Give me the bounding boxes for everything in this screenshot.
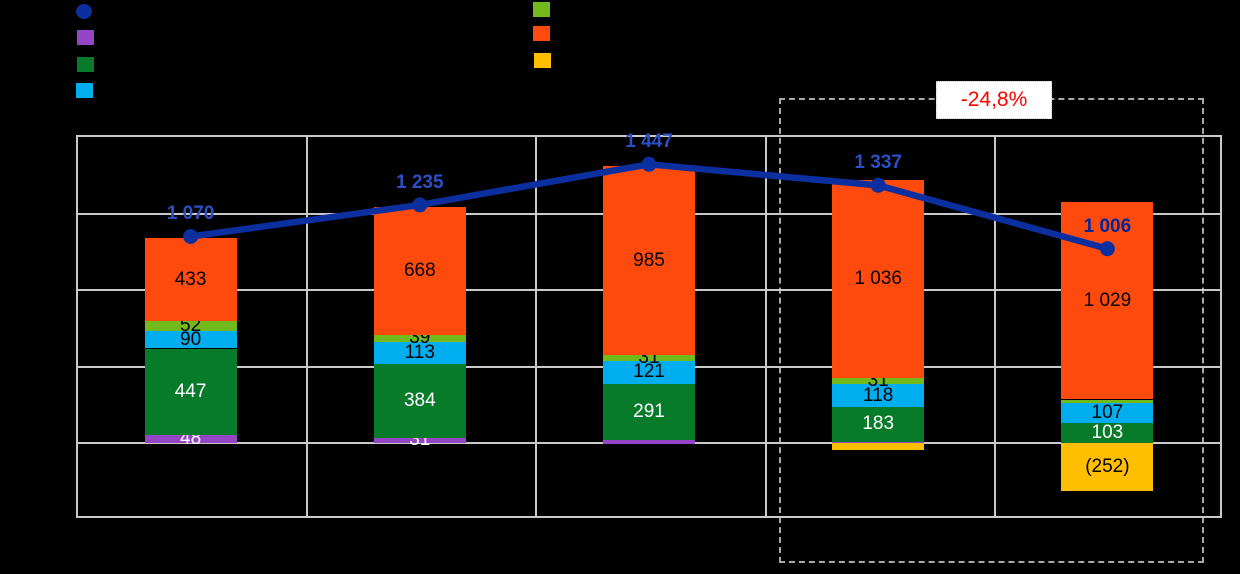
bar-segment-orange: 1 036 (832, 179, 925, 378)
bar-segment-yellow (832, 443, 925, 451)
bar-segment-cyan: 118 (832, 384, 925, 408)
bar-segment-label: 103 (1091, 422, 1124, 444)
bar-segment-dark-green: 103 (1061, 422, 1154, 444)
bar-segment-dark-green: 384 (373, 363, 466, 438)
bar-segment-cyan: 90 (144, 328, 237, 350)
legend-swatch-dark-green-series (77, 57, 94, 72)
bar-segment-label: 291 (633, 401, 665, 423)
gridline-vertical (535, 137, 538, 516)
bar-segment-label: 118 (863, 384, 894, 406)
bar-segment-label: 183 (862, 413, 895, 435)
bar-segment-purple (832, 441, 925, 444)
line-data-label: 1 006 (1083, 215, 1132, 237)
percent-change-label: -24,8% (960, 88, 1028, 111)
legend-swatch-line-series (76, 4, 92, 19)
gridline-vertical (306, 137, 309, 516)
bar-segment-purple: 31 (373, 430, 466, 450)
bar-segment-purple (1061, 442, 1154, 444)
gridline-vertical (993, 137, 996, 516)
bar-segment-label: 433 (174, 268, 207, 290)
legend-swatch-orange-series (533, 26, 550, 41)
bar-segment-yellow: (252) (1061, 443, 1154, 492)
bar-segment-orange: 433 (144, 238, 237, 322)
bar-segment-light-green: 52 (144, 316, 237, 336)
bar-segment-label: 107 (1091, 401, 1124, 423)
bar-segment-label: 384 (403, 389, 436, 411)
gridline-vertical (764, 137, 767, 516)
bar-segment-label: 113 (404, 342, 435, 364)
bar-segment-light-green: 31 (832, 371, 925, 391)
legend-swatch-light-green-series (533, 2, 550, 17)
bar-segment-light-green: 39 (373, 328, 466, 348)
bar-segment-dark-green: 291 (603, 384, 695, 441)
bar-segment-purple (603, 439, 695, 444)
bar-segment-dark-green: 183 (832, 406, 925, 442)
bar-segment-label: 1 036 (854, 267, 902, 289)
line-data-label: 1 337 (854, 152, 902, 174)
bar-segment-label: 1 029 (1083, 289, 1132, 311)
line-data-label: 1 235 (396, 171, 444, 193)
bar-segment-cyan: 107 (1061, 401, 1154, 423)
bar-segment-label: 121 (633, 361, 665, 383)
bar-segment-label: (252) (1085, 456, 1130, 478)
bar-segment-purple: 48 (144, 428, 237, 448)
legend-swatch-cyan-series (76, 83, 93, 98)
line-data-label: 1 447 (625, 131, 673, 153)
bar-segment-orange: 985 (603, 166, 695, 356)
bar-segment-light-green (1061, 399, 1154, 403)
percent-change-callout: -24,8% (936, 81, 1052, 119)
bar-segment-light-green: 31 (603, 347, 695, 367)
line-data-label: 1 070 (166, 203, 215, 225)
bar-segment-label: 668 (403, 259, 436, 281)
bar-segment-cyan: 113 (373, 342, 466, 365)
bar-segment-label: 447 (174, 380, 207, 402)
legend-swatch-purple-series (77, 30, 94, 45)
bar-segment-label: 90 (180, 328, 202, 350)
legend-swatch-yellow-series (534, 53, 551, 68)
bar-segment-cyan: 121 (603, 360, 695, 384)
plot-area: 48 447 90 52 433 31 384 113 39 668 291 121 31 985 183 1… (76, 135, 1222, 518)
bar-segment-orange: 668 (373, 206, 466, 335)
bar-segment-dark-green: 447 (144, 348, 237, 435)
bar-segment-label: 985 (633, 249, 665, 271)
